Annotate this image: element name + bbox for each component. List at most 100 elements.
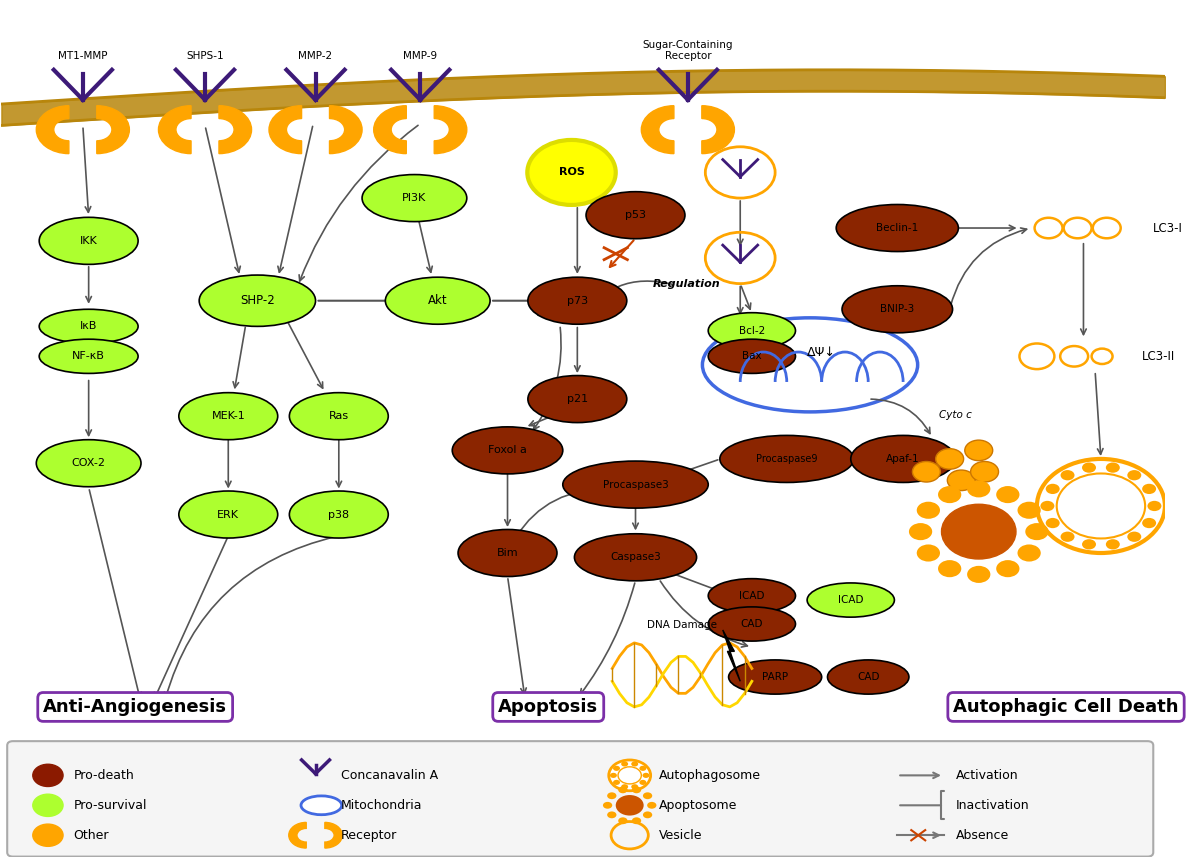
Text: Activation: Activation: [955, 769, 1018, 782]
Text: COX-2: COX-2: [72, 458, 106, 468]
Polygon shape: [722, 630, 740, 681]
Text: Sugar-Containing
Receptor: Sugar-Containing Receptor: [643, 39, 733, 61]
Circle shape: [607, 812, 617, 819]
Text: Regulation: Regulation: [653, 279, 720, 288]
Wedge shape: [269, 106, 301, 154]
Circle shape: [527, 140, 616, 205]
Ellipse shape: [385, 277, 490, 324]
Circle shape: [1082, 462, 1096, 473]
Circle shape: [1082, 539, 1096, 549]
Text: ICAD: ICAD: [838, 595, 864, 605]
Circle shape: [613, 765, 620, 770]
Circle shape: [618, 767, 641, 784]
Ellipse shape: [528, 376, 626, 423]
Text: Other: Other: [73, 829, 109, 842]
Ellipse shape: [40, 339, 138, 373]
Ellipse shape: [199, 275, 316, 326]
Circle shape: [1106, 462, 1120, 473]
Text: Pro-death: Pro-death: [73, 769, 134, 782]
Circle shape: [32, 795, 64, 817]
Circle shape: [942, 505, 1016, 559]
Text: Mitochondria: Mitochondria: [341, 799, 422, 812]
Circle shape: [640, 780, 647, 785]
Text: Caspase3: Caspase3: [610, 553, 661, 562]
Circle shape: [1057, 474, 1145, 539]
Text: Inactivation: Inactivation: [955, 799, 1030, 812]
Circle shape: [613, 780, 620, 785]
Text: ROS: ROS: [558, 167, 584, 178]
Circle shape: [32, 825, 64, 846]
Ellipse shape: [301, 796, 342, 815]
Text: PI3K: PI3K: [402, 193, 426, 203]
Ellipse shape: [289, 491, 389, 538]
Ellipse shape: [708, 339, 796, 373]
Text: ΔΨ↓: ΔΨ↓: [808, 346, 836, 359]
Circle shape: [1025, 523, 1049, 541]
Circle shape: [32, 764, 64, 787]
Text: SHPS-1: SHPS-1: [186, 51, 224, 61]
Circle shape: [607, 792, 617, 799]
Ellipse shape: [586, 191, 685, 239]
Circle shape: [938, 560, 961, 577]
Ellipse shape: [575, 534, 696, 581]
Wedge shape: [36, 106, 68, 154]
Wedge shape: [373, 106, 407, 154]
Circle shape: [1045, 518, 1060, 529]
Circle shape: [967, 565, 990, 583]
Circle shape: [1061, 470, 1074, 480]
Circle shape: [917, 502, 940, 519]
Text: Apoptosome: Apoptosome: [659, 799, 737, 812]
Text: p53: p53: [625, 210, 646, 221]
Ellipse shape: [452, 427, 563, 474]
Ellipse shape: [851, 435, 955, 482]
Ellipse shape: [179, 393, 277, 439]
Circle shape: [908, 523, 932, 541]
Text: Ras: Ras: [329, 411, 349, 421]
Text: Bcl-2: Bcl-2: [739, 326, 764, 335]
Text: LC3-II: LC3-II: [1141, 350, 1175, 363]
Text: Apaf-1: Apaf-1: [887, 454, 920, 464]
Ellipse shape: [708, 607, 796, 641]
Circle shape: [967, 480, 990, 498]
Circle shape: [632, 787, 641, 794]
Text: Bax: Bax: [742, 351, 762, 361]
Ellipse shape: [40, 309, 138, 343]
Circle shape: [640, 765, 647, 770]
Ellipse shape: [836, 204, 959, 251]
Text: IκB: IκB: [80, 322, 97, 331]
Circle shape: [996, 486, 1020, 503]
Ellipse shape: [808, 583, 894, 617]
Text: Procaspase9: Procaspase9: [756, 454, 817, 464]
Text: ERK: ERK: [217, 510, 239, 520]
Text: p38: p38: [329, 510, 349, 520]
Wedge shape: [97, 106, 130, 154]
Text: MT1-MMP: MT1-MMP: [58, 51, 108, 61]
Text: Autophagosome: Autophagosome: [659, 769, 761, 782]
Circle shape: [1045, 484, 1060, 494]
Circle shape: [936, 449, 964, 469]
Text: CAD: CAD: [857, 672, 880, 682]
Circle shape: [938, 486, 961, 503]
Text: Bim: Bim: [497, 548, 518, 558]
Text: Foxol a: Foxol a: [488, 445, 527, 456]
Ellipse shape: [458, 529, 557, 577]
Circle shape: [622, 761, 628, 766]
Text: Receptor: Receptor: [341, 829, 397, 842]
Circle shape: [642, 773, 649, 778]
Circle shape: [632, 818, 641, 825]
Circle shape: [1040, 501, 1055, 511]
Text: Anti-Angiogenesis: Anti-Angiogenesis: [43, 698, 227, 716]
Text: Concanavalin A: Concanavalin A: [341, 769, 438, 782]
Text: MMP-2: MMP-2: [299, 51, 332, 61]
Circle shape: [965, 440, 992, 461]
Circle shape: [631, 784, 638, 789]
Circle shape: [1061, 532, 1074, 542]
Text: Apoptosis: Apoptosis: [498, 698, 599, 716]
Circle shape: [618, 787, 628, 794]
Wedge shape: [330, 106, 362, 154]
Circle shape: [602, 802, 612, 809]
Text: Akt: Akt: [428, 294, 448, 307]
Circle shape: [643, 812, 653, 819]
Ellipse shape: [828, 660, 908, 694]
Text: p73: p73: [566, 296, 588, 305]
